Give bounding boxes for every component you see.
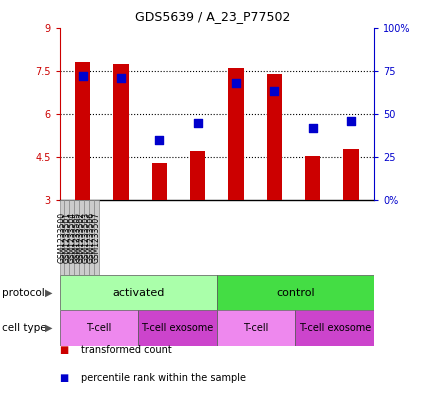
Bar <box>266 73 282 200</box>
Bar <box>190 151 205 200</box>
Point <box>348 118 354 124</box>
Bar <box>138 310 217 346</box>
Bar <box>60 275 217 310</box>
Text: T-cell: T-cell <box>244 323 269 333</box>
Bar <box>60 200 65 275</box>
Point <box>194 119 201 126</box>
Point <box>271 88 278 95</box>
Bar <box>94 200 99 275</box>
Point <box>309 125 316 131</box>
Bar <box>75 62 90 200</box>
Text: percentile rank within the sample: percentile rank within the sample <box>81 373 246 383</box>
Bar <box>343 149 359 200</box>
Bar <box>305 156 320 200</box>
Point <box>156 137 163 143</box>
Bar <box>74 200 79 275</box>
Point <box>117 75 124 81</box>
Text: ▶: ▶ <box>45 323 53 333</box>
Text: cell type: cell type <box>2 323 47 333</box>
Bar <box>60 310 138 346</box>
Text: GSM1233503: GSM1233503 <box>82 212 91 263</box>
Text: T-cell exosome: T-cell exosome <box>141 323 213 333</box>
Bar <box>89 200 94 275</box>
Bar <box>152 163 167 200</box>
Bar <box>228 68 244 200</box>
Text: GSM1233500: GSM1233500 <box>57 212 66 263</box>
Text: activated: activated <box>112 288 164 298</box>
Text: GSM1233502: GSM1233502 <box>77 212 86 263</box>
Bar <box>217 310 295 346</box>
Text: protocol: protocol <box>2 288 45 298</box>
Text: ■: ■ <box>60 373 69 383</box>
Text: ▶: ▶ <box>45 288 53 298</box>
Bar <box>84 200 89 275</box>
Bar <box>295 310 374 346</box>
Text: GSM1233501: GSM1233501 <box>62 212 71 263</box>
Text: T-cell exosome: T-cell exosome <box>298 323 371 333</box>
Text: ■: ■ <box>60 345 69 355</box>
Text: GSM1233504: GSM1233504 <box>67 212 76 263</box>
Text: GSM1233507: GSM1233507 <box>92 212 101 263</box>
Bar <box>79 200 84 275</box>
Text: transformed count: transformed count <box>81 345 172 355</box>
Bar <box>69 200 74 275</box>
Text: control: control <box>276 288 314 298</box>
Bar <box>113 64 128 200</box>
Text: GSM1233506: GSM1233506 <box>87 212 96 263</box>
Text: T-cell: T-cell <box>86 323 111 333</box>
Bar <box>65 200 69 275</box>
Point <box>232 80 239 86</box>
Point <box>79 73 86 79</box>
Bar <box>217 275 374 310</box>
Text: GSM1233505: GSM1233505 <box>72 212 81 263</box>
Text: GDS5639 / A_23_P77502: GDS5639 / A_23_P77502 <box>135 10 290 23</box>
